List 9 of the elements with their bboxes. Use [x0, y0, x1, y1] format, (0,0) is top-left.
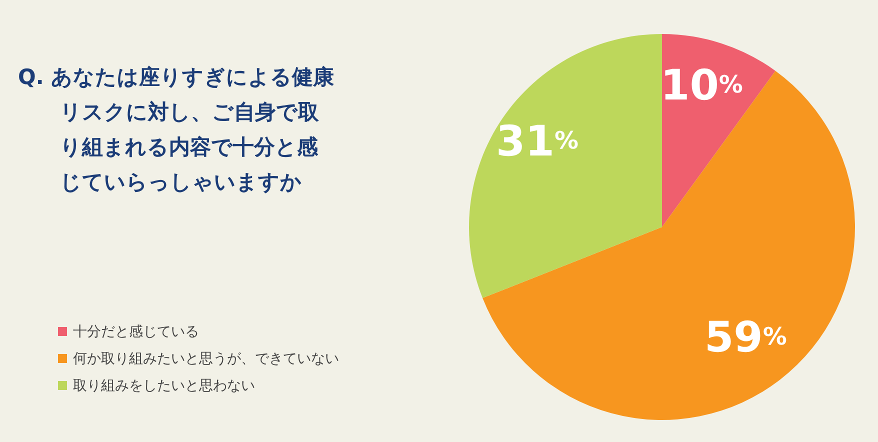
data-label: 59% — [704, 312, 787, 361]
legend-label: 取り組みをしたいと思わない — [73, 376, 255, 394]
data-label: 31% — [496, 116, 579, 166]
text: Q. あなたは座りすぎによる健康リスクに対し、ご自身で取り組まれる内容で十分と感じていらっしゃいますか — [18, 64, 336, 196]
data-label: 10% — [660, 60, 743, 109]
pie-slice — [469, 34, 662, 298]
legend-label: 十分だと感じている — [73, 322, 199, 340]
pie-slice — [662, 34, 776, 227]
legend-label: 何か取り組みたいと思うが、できていない — [73, 350, 339, 368]
